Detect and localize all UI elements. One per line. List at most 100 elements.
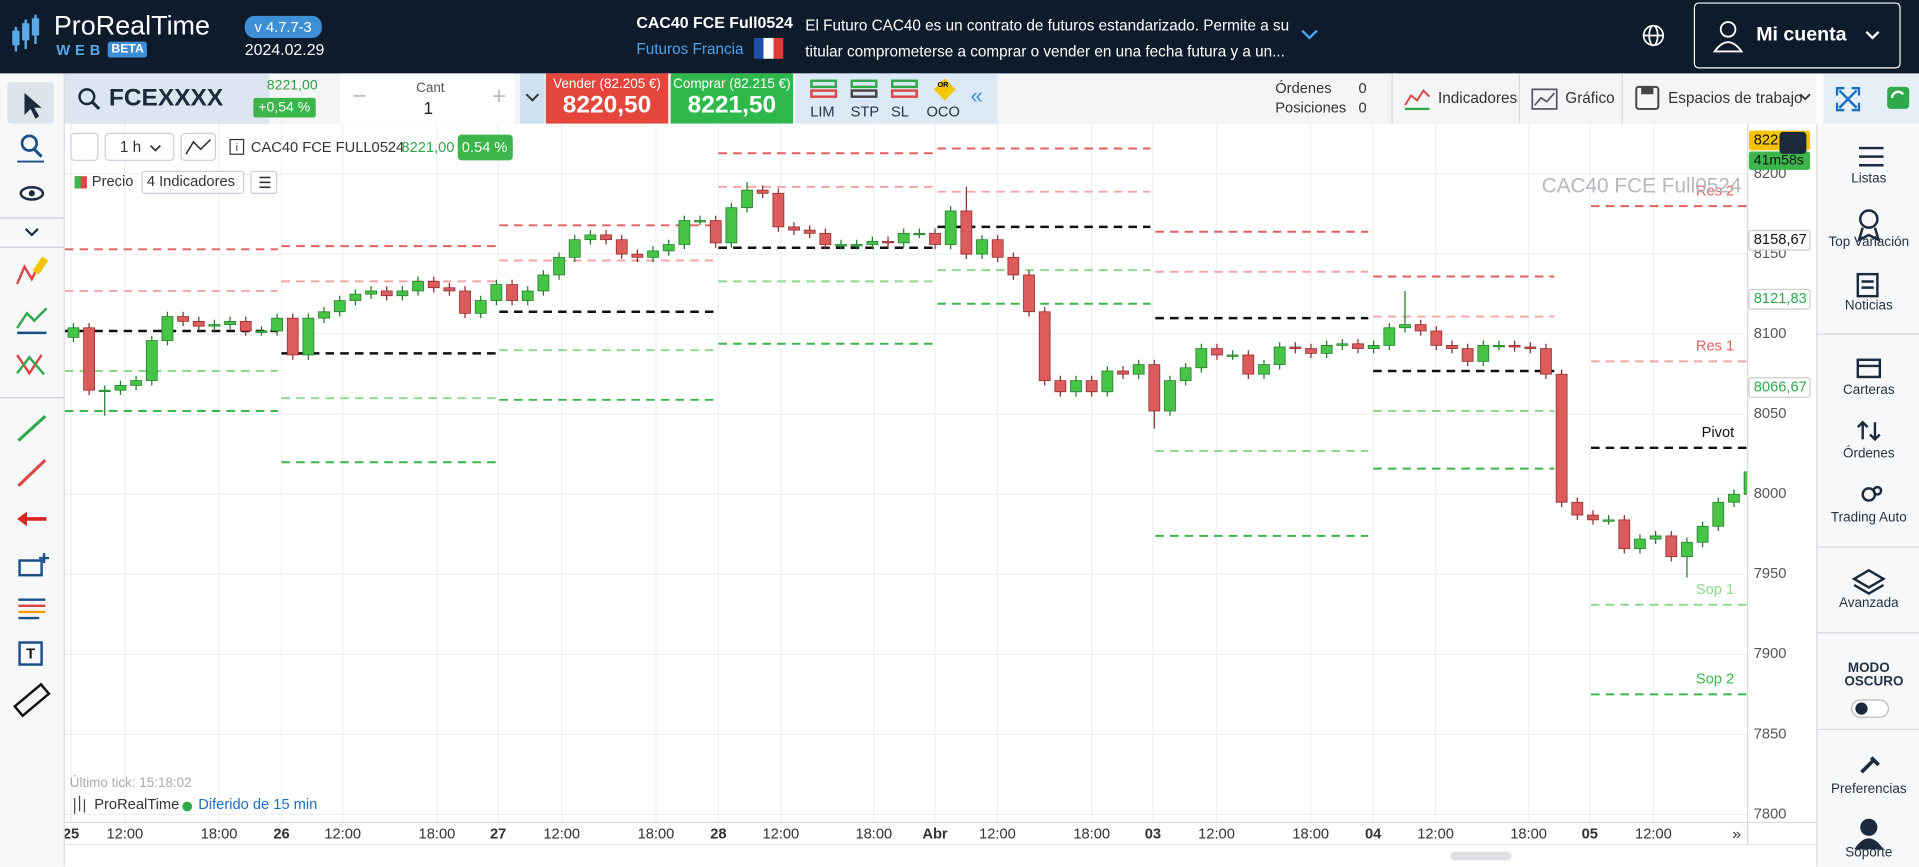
y-tick-label: 8000 [1754,486,1787,502]
interval[interactable]: 1 h [120,139,141,156]
x-tick-label: 27 [490,827,506,843]
candle-body [756,189,769,194]
brand: ProRealTime [53,9,210,41]
order-type[interactable]: LIM [810,102,835,120]
expand-icon[interactable] [1300,27,1320,42]
support[interactable]: Soporte [1845,845,1893,861]
candle-body [1054,380,1067,393]
preferences[interactable]: Preferencias [1831,782,1907,797]
candle-body [913,232,926,236]
qty-label: Cant [416,80,445,96]
sidebar-item[interactable]: Trading Auto [1830,510,1907,526]
order-types: OR LIM STP SL OCO « [795,73,998,124]
candle-body [1383,327,1396,346]
x-tick-label: 12:00 [979,827,1016,843]
watermark: CAC40 FCE Full0524 [1542,175,1742,198]
search-icon [78,88,101,111]
x-tick-label: 12:00 [324,827,361,843]
candle-body [396,290,409,297]
x-tick-label: 12:00 [1635,827,1672,843]
chart-button[interactable]: Gráfico [1565,89,1615,107]
candle-body [866,240,879,245]
order-type[interactable]: STP [850,102,880,120]
y-tick-label: 8050 [1754,406,1787,422]
indicators-button[interactable]: Indicadores [1438,89,1518,107]
view-icons [1823,73,1919,124]
candle-body [208,324,221,327]
candle-body [662,244,675,252]
candle-body [1211,348,1223,356]
order-type[interactable]: SL [890,102,909,120]
chevron [1865,30,1880,40]
candle-body [427,280,440,289]
candle-body [380,290,393,297]
candle-body [490,284,503,301]
beta-badge: BETA [107,41,148,58]
x-tick-label: 28 [710,827,726,843]
buy-price: 8221,50 [687,91,777,119]
indicators-icon [1404,89,1431,111]
plus[interactable]: + [491,83,507,111]
toolbar: FCEXXXX 8221,00 +0,54 % − Cant 1 + Vende… [64,73,1919,125]
price-label[interactable]: Precio [92,174,134,190]
price-marker-label: 8066,67 [1754,379,1807,395]
candle-body [803,229,816,234]
indicators-dropdown[interactable]: 4 Indicadores [147,174,235,190]
workspaces-button[interactable]: Espacios de trabajo [1668,89,1803,107]
chart-icon [1531,88,1558,110]
sell-button[interactable]: Vender (82.205 €) 8220,50 [545,73,669,124]
sidebar-item[interactable]: Listas [1851,171,1887,187]
qty-box[interactable]: − Cant 1 + [340,73,515,124]
sidebar-item[interactable]: Órdenes [1842,446,1895,462]
sidebar-icons [1817,146,1919,850]
candle-body [1571,501,1584,516]
order-type[interactable]: OCO [926,102,960,120]
candle-body [521,290,534,301]
account-button[interactable]: Mi cuenta [1693,2,1901,69]
sidebar-item[interactable]: Noticias [1844,298,1893,314]
save-icon [1635,85,1660,110]
fullscreen-icon[interactable] [1835,86,1861,112]
scroll-end[interactable]: » [1732,826,1741,843]
x-tick-label: 12:00 [1198,827,1235,843]
candle-body [1524,346,1537,349]
collapse[interactable]: « [970,83,983,108]
y-tick-label: 7950 [1754,566,1787,582]
qty-dropdown[interactable] [520,73,545,124]
candle-body [1649,535,1662,540]
candle-body [67,327,80,338]
scrollbar[interactable] [1450,851,1512,861]
orders: 0 [1358,79,1367,97]
minus[interactable]: − [352,83,367,111]
candle-body [1273,346,1286,365]
candle-body [302,317,315,356]
y-tick-label: 8100 [1754,326,1787,342]
candle-body [584,234,597,241]
candle-body [412,280,424,292]
candle-body [897,232,910,244]
symbol-box[interactable]: FCEXXXX 8221,00 +0,54 % [64,73,318,124]
candle-body [1132,364,1145,375]
candle-body [615,239,628,255]
settings-button[interactable] [1779,131,1807,154]
sidebar-item[interactable]: Avanzada [1838,596,1899,611]
buy-button[interactable]: Comprar (82.215 €) 8221,50 [670,73,794,124]
x-tick-label: 04 [1365,827,1382,843]
oco-badge: OR [937,81,949,90]
refresh-icon[interactable] [1885,84,1912,111]
pivot-label: Pivot [1702,425,1735,441]
instrument[interactable]: CAC40 FCE Full0524 [636,13,793,32]
qty: 1 [423,97,433,118]
tool-icons[interactable]: T [0,73,64,758]
candle-body [145,340,158,381]
description: El Futuro CAC40 es un contrato de futuro… [805,13,1289,64]
change-badge: +0,54 % [253,97,316,118]
globe-icon[interactable] [1641,23,1665,47]
candle-body [991,239,1004,258]
sidebar-item[interactable]: Carteras [1843,383,1895,398]
svg-text:T: T [26,647,35,663]
candle-body [929,232,941,245]
header: ProRealTime WEB BETA v 4.7.7-3 2024.02.2… [0,0,1919,74]
x-tick-label: 18:00 [638,827,675,843]
sidebar-item[interactable]: Top Variación [1828,234,1910,250]
